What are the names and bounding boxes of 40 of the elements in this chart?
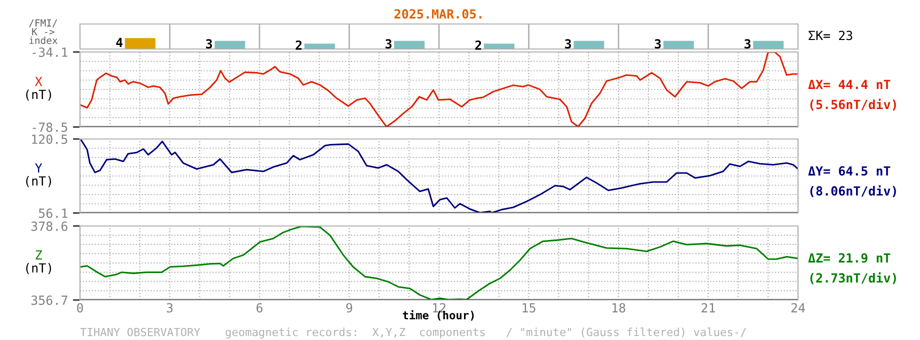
y-tick-label: 378.6 xyxy=(31,222,68,231)
x-tick-label: 21 xyxy=(702,303,715,312)
text: (5.56nT/div) xyxy=(810,98,896,111)
data-label: 3 xyxy=(654,39,661,49)
text: (nT) xyxy=(26,263,52,274)
data-label: 4 xyxy=(116,38,123,48)
x-tick-label: 0 xyxy=(77,303,83,313)
chart-title: 2025.MAR.05. xyxy=(394,9,482,19)
x-tick-label: 15 xyxy=(522,303,536,313)
y-tick-label: 356.7 xyxy=(31,296,68,305)
x-tick-label: 18 xyxy=(612,303,626,313)
text: (nT) xyxy=(26,176,52,188)
y-axis-title: X xyxy=(34,76,42,86)
data-label: 3 xyxy=(565,39,572,49)
y-tick-label: -78.5 xyxy=(32,122,68,132)
y-axis-title: Z xyxy=(36,250,42,260)
text: (nT) xyxy=(26,90,52,101)
y-axis-title: Y xyxy=(35,163,42,172)
data-label: 3 xyxy=(744,39,751,49)
text: ΔZ= 21.9 nT xyxy=(808,253,890,263)
data-label: 2 xyxy=(296,40,302,50)
data-label: 3 xyxy=(206,39,212,49)
text: (2.73nT/div) xyxy=(810,272,896,284)
y-tick-label: 56.1 xyxy=(38,208,68,218)
x-tick-label: 12 xyxy=(432,303,446,312)
y-axis-title: /FMI/ K -> index xyxy=(29,19,58,44)
x-tick-label: 3 xyxy=(166,303,173,313)
data-label: 2 xyxy=(475,40,482,50)
x-tick-label: 9 xyxy=(346,303,352,313)
x-tick-label: 6 xyxy=(256,303,262,313)
text: geomagnetic records: X,Y,Z components / "minute" (Gauss filtered) values-/ xyxy=(226,328,746,338)
data-label: 3 xyxy=(386,39,392,49)
text: ΔX= 44.4 nT xyxy=(808,80,890,89)
x-tick-label: 24 xyxy=(791,303,805,312)
text: (8.06nT/div) xyxy=(810,185,896,198)
y-tick-label: -34.1 xyxy=(32,48,68,57)
text: TIHANY OBSERVATORY xyxy=(80,328,200,336)
text: ΔY= 64.5 nT xyxy=(808,166,890,176)
y-tick-label: 120.5 xyxy=(32,134,68,144)
text: ΣK= 23 xyxy=(808,30,852,40)
